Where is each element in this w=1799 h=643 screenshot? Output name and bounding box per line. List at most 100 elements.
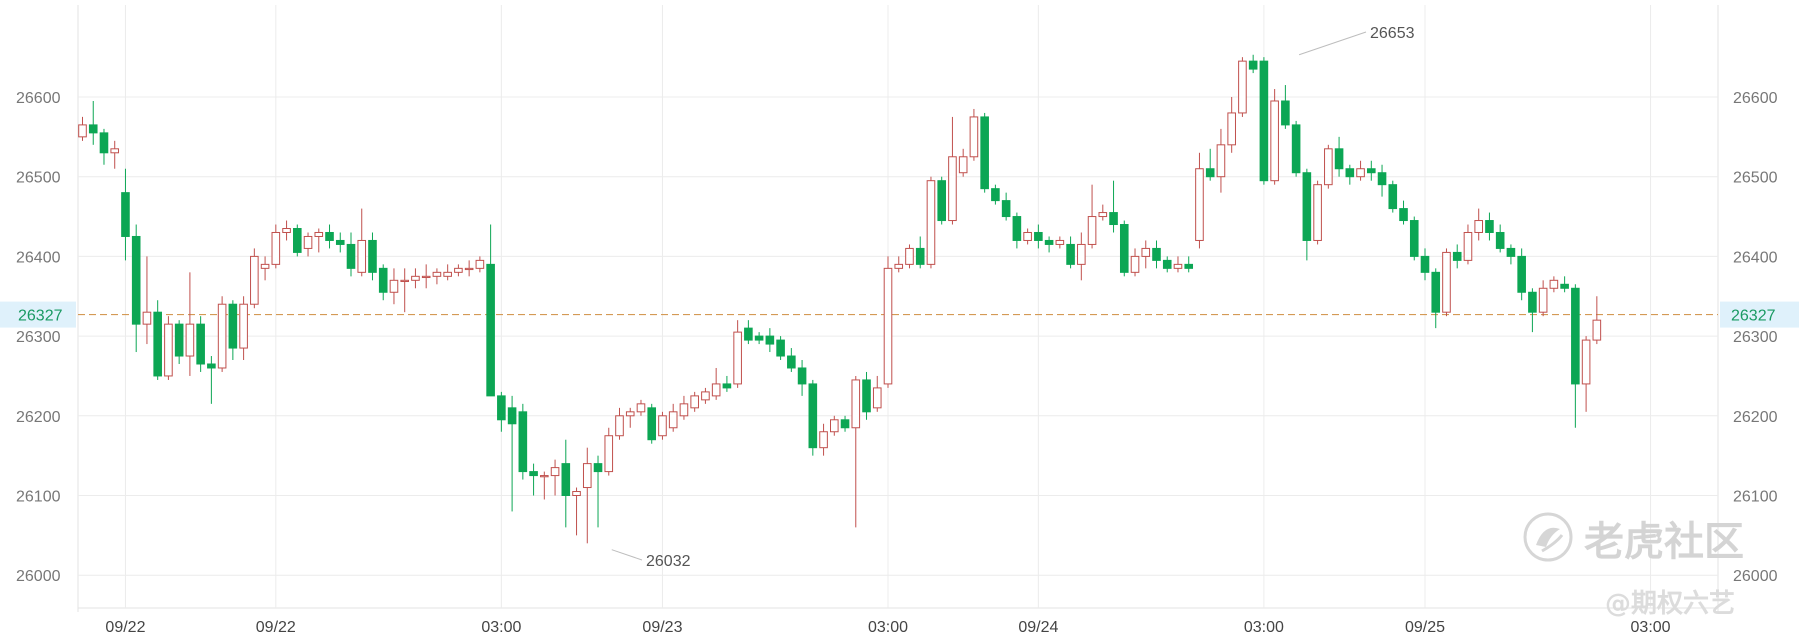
candle [658, 411, 667, 440]
candles [78, 54, 1602, 544]
candle-body-down [1571, 287, 1580, 385]
candle-body-down [1034, 231, 1043, 241]
candle-body-up [282, 228, 291, 233]
candle [250, 248, 259, 309]
candle-body-up [550, 467, 560, 477]
candle [389, 268, 399, 305]
price-tag-left [0, 301, 76, 328]
candle [131, 224, 141, 353]
x-tick-label: 09/23 [642, 619, 682, 636]
candle-body-up [958, 156, 968, 174]
candle-body-up [400, 279, 409, 283]
candle-body-up [250, 255, 259, 305]
candle [507, 395, 517, 512]
x-axis: 09/22 09/22 03:00 09/23 03:00 09/24 03:00 09/25… [105, 619, 1670, 636]
candle-body-up [690, 395, 699, 409]
candle-body-up [872, 387, 882, 409]
candle [1001, 192, 1011, 221]
candle [357, 208, 367, 277]
grid-lines [77, 5, 1719, 612]
candle [744, 320, 753, 345]
candle-body-down [593, 463, 603, 473]
candle [443, 264, 452, 281]
candle-body-up [615, 415, 624, 437]
candle [1141, 240, 1151, 269]
candle [185, 272, 195, 376]
candle [1485, 212, 1494, 241]
candle [1474, 208, 1484, 241]
candle-body-down [486, 263, 495, 397]
candle [636, 399, 646, 416]
candle-body-up [432, 271, 442, 277]
candle [228, 300, 238, 361]
candle-body-up [239, 303, 248, 349]
candle [1012, 212, 1022, 249]
candle-body-down [1152, 247, 1161, 261]
candle-body-down [1259, 60, 1269, 182]
candle-body-up [110, 148, 120, 154]
candle [421, 264, 431, 289]
candle [905, 244, 914, 269]
candle [1592, 296, 1602, 345]
candle [550, 459, 560, 496]
annotation-low-label: 26032 [646, 553, 691, 570]
candle-body-down [754, 335, 764, 341]
y-tick-label-left: 26300 [16, 329, 61, 346]
y-tick-label-right: 26000 [1733, 568, 1778, 585]
x-tick-label: 09/22 [256, 619, 296, 636]
candle-body-up [260, 263, 270, 269]
candle [1087, 184, 1097, 249]
candle [196, 316, 205, 372]
candle-body-down [1012, 216, 1022, 241]
candle-body-up [1087, 216, 1097, 245]
candle-body-down [647, 407, 657, 441]
candle [271, 224, 281, 269]
candle [303, 232, 313, 257]
candle-body-up [1324, 148, 1333, 186]
candle [787, 348, 796, 372]
candle [1528, 288, 1537, 333]
candle-body-down [1066, 243, 1075, 265]
candle-body-up [1098, 212, 1108, 218]
candle-body-down [1452, 251, 1462, 261]
candle-body-down [121, 192, 130, 237]
candle [142, 256, 152, 345]
candle-body-up [658, 415, 667, 437]
candle-body-down [1109, 212, 1118, 226]
candle [948, 116, 957, 225]
candle [432, 268, 442, 285]
candle [1109, 180, 1118, 233]
candle-body-down [131, 235, 141, 325]
candle-body-down [1431, 271, 1441, 313]
candle [690, 391, 699, 412]
candle [1409, 216, 1419, 261]
candle [1399, 200, 1408, 225]
candle [1184, 256, 1194, 273]
candle-body-up [1592, 319, 1602, 341]
candle-body-up [540, 475, 549, 478]
candle [937, 176, 947, 225]
y-axis-right: 26000 26100 26200 26300 26400 26500 26600 [1733, 90, 1778, 585]
candle-body-down [335, 239, 345, 245]
x-tick-label: 03:00 [868, 619, 908, 636]
candle-body-down [1302, 172, 1312, 241]
candle-body-up [411, 275, 420, 281]
candle-body-up [883, 267, 893, 385]
candle [1463, 224, 1473, 265]
candle [1044, 236, 1054, 253]
x-tick-label: 09/22 [105, 619, 145, 636]
candle-body-down [808, 383, 818, 449]
candle [1195, 152, 1204, 249]
candle-body-down [1560, 283, 1569, 289]
candle-body-up [142, 311, 152, 325]
x-tick-label: 03:00 [1244, 619, 1284, 636]
candle [1431, 268, 1441, 329]
watermark: 老虎社区 @期权六艺 [1523, 512, 1744, 619]
candle [1388, 180, 1398, 213]
candle [808, 379, 818, 456]
candle [647, 403, 657, 444]
candle [797, 360, 807, 396]
annotation-leader-line [611, 549, 643, 561]
y-tick-label-left: 26200 [16, 409, 61, 426]
